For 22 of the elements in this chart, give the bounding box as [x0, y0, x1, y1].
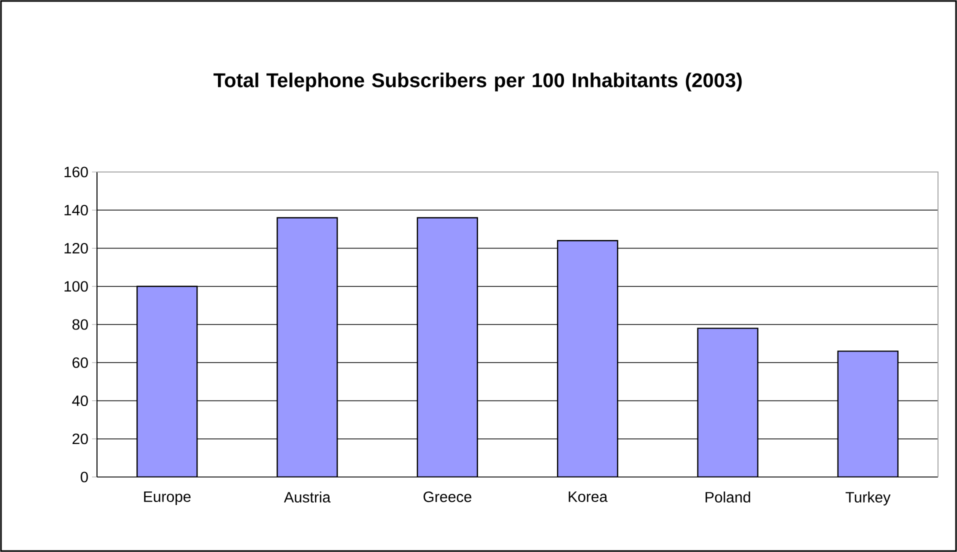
y-tick-label: 120 [64, 242, 88, 254]
chart-title: Total Telephone Subscribers per 100 Inhabitants (2003) [214, 72, 742, 92]
x-tick-label: Austria [284, 492, 331, 503]
y-tick-label: 100 [64, 281, 88, 292]
y-tick-label: 20 [72, 434, 88, 444]
y-tick-label: 160 [64, 166, 88, 178]
y-tick-label: 40 [72, 395, 88, 406]
x-tick-label: Korea [568, 492, 608, 502]
bar [416, 217, 478, 477]
y-tick-label: 0 [80, 472, 88, 482]
x-tick-label: Turkey [846, 492, 891, 506]
bar [697, 328, 758, 477]
bar [276, 217, 338, 477]
y-tick-label: 140 [64, 204, 88, 216]
x-tick-label: Poland [706, 492, 750, 503]
bar [837, 350, 899, 477]
y-tick-label: 60 [72, 357, 88, 368]
x-tick-label: Greece [424, 492, 472, 502]
bar [556, 240, 618, 477]
bar [136, 286, 198, 477]
x-tick-label: Europe [144, 492, 191, 505]
y-tick-label: 80 [72, 319, 88, 330]
